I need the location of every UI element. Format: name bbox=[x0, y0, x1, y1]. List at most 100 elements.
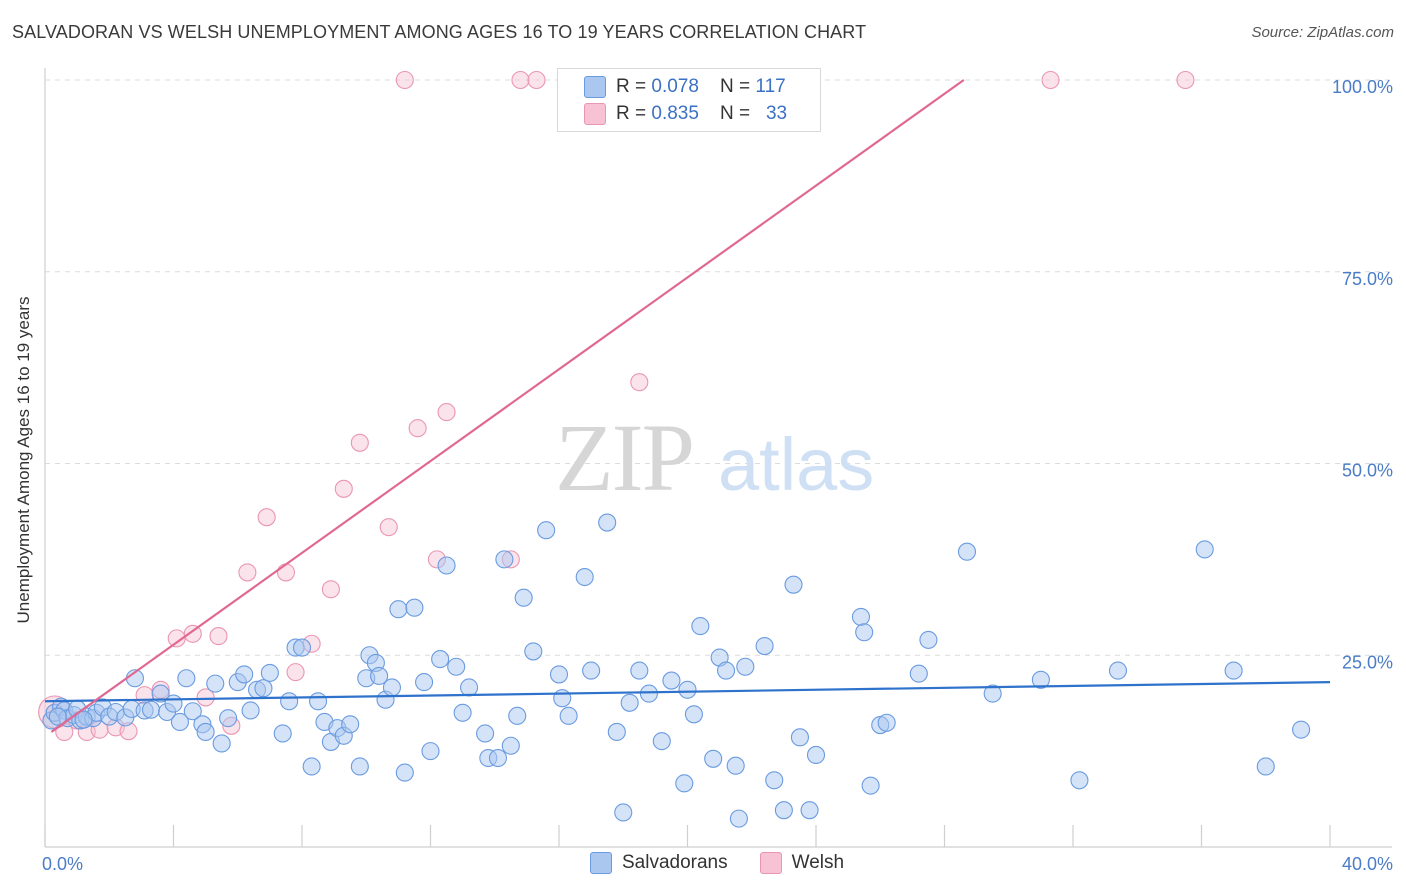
salvadoran-point bbox=[919, 630, 938, 649]
welsh-point bbox=[511, 70, 530, 90]
series-legend: Salvadorans Welsh bbox=[590, 852, 876, 874]
salvadoran-point bbox=[607, 722, 626, 742]
salvadoran-point bbox=[716, 661, 736, 680]
salvadoran-point bbox=[620, 693, 639, 712]
welsh-point bbox=[321, 580, 340, 599]
salvadoran-points bbox=[42, 513, 1311, 828]
salvadoran-point bbox=[501, 736, 520, 755]
n-value-salvadorans: 117 bbox=[755, 76, 786, 97]
n-label: N = bbox=[720, 76, 756, 97]
salvadoran-point bbox=[755, 636, 774, 656]
salvadoran-point bbox=[350, 757, 369, 776]
salvadoran-point bbox=[280, 692, 299, 711]
salvadoran-point bbox=[453, 703, 472, 722]
salvadoran-point bbox=[74, 710, 93, 729]
salvadoran-point bbox=[537, 521, 556, 540]
salvadoran-point bbox=[575, 567, 594, 587]
salvadoran-point bbox=[1292, 720, 1311, 739]
salvadoran-point bbox=[431, 650, 450, 669]
salvadoran-point bbox=[447, 657, 466, 676]
salvadoran-point bbox=[254, 679, 273, 698]
salvadoran-point bbox=[260, 663, 279, 682]
salvadoran-point bbox=[177, 669, 196, 688]
salvadoran-point bbox=[415, 673, 434, 692]
salvadoran-point bbox=[164, 694, 183, 713]
watermark: ZIP atlas bbox=[555, 404, 874, 511]
n-label: N = bbox=[720, 103, 756, 124]
welsh-point bbox=[257, 508, 276, 527]
salvadoran-point bbox=[1070, 771, 1089, 790]
salvadoran-point bbox=[1195, 540, 1214, 559]
welsh-point bbox=[437, 403, 456, 422]
salvadoran-point bbox=[170, 712, 189, 732]
salvadoran-point bbox=[382, 678, 402, 697]
welsh-point bbox=[1041, 70, 1060, 90]
welsh-point bbox=[379, 518, 398, 537]
tick-labels: 25.0% 50.0% 75.0% 100.0% 0.0% 40.0% bbox=[42, 77, 1393, 874]
welsh-swatch bbox=[759, 852, 782, 874]
welsh-point bbox=[209, 627, 228, 646]
salvadoran-point bbox=[488, 748, 508, 768]
salvadoran-point bbox=[851, 607, 871, 626]
x-tick-label: 0.0% bbox=[42, 854, 83, 874]
salvadoran-point bbox=[235, 665, 254, 684]
salvadoran-point bbox=[292, 638, 312, 657]
salvadoran-point bbox=[630, 661, 649, 680]
legend-item-welsh[interactable]: Welsh bbox=[759, 852, 845, 874]
legend-label-salvadorans: Salvadorans bbox=[622, 852, 728, 873]
salvadoran-point bbox=[806, 745, 826, 765]
salvadoran-point bbox=[302, 757, 321, 776]
salvadoran-point bbox=[675, 774, 694, 793]
welsh-point bbox=[630, 373, 649, 392]
welsh-point bbox=[276, 563, 295, 582]
salvadoran-point bbox=[183, 702, 202, 721]
salvadoran-point bbox=[370, 666, 389, 686]
legend-label-welsh: Welsh bbox=[791, 852, 845, 873]
salvadoran-point bbox=[790, 728, 809, 747]
y-tick-label: 25.0% bbox=[1342, 652, 1393, 672]
salvadoran-point bbox=[983, 684, 1002, 703]
salvadoran-point bbox=[614, 803, 633, 822]
salvadoran-point bbox=[395, 763, 414, 782]
salvadoran-point bbox=[437, 556, 456, 575]
r-label: R = bbox=[616, 103, 652, 124]
salvadoran-point bbox=[514, 588, 533, 607]
legend-item-salvadorans[interactable]: Salvadorans bbox=[590, 852, 728, 874]
salvadoran-point bbox=[1224, 661, 1243, 680]
salvadoran-point bbox=[662, 671, 681, 690]
salvadoran-point bbox=[48, 707, 67, 726]
salvadoran-point bbox=[549, 665, 569, 684]
x-tick-label: 40.0% bbox=[1342, 854, 1393, 874]
source-credit: Source: ZipAtlas.com bbox=[1251, 24, 1394, 41]
salvadoran-point bbox=[800, 801, 819, 820]
salvadoran-point bbox=[582, 661, 601, 680]
salvadoran-point bbox=[639, 684, 659, 703]
salvadoran-point bbox=[559, 706, 578, 725]
watermark-atlas: atlas bbox=[718, 423, 874, 506]
salvadoran-point bbox=[1031, 670, 1050, 689]
salvadoran-point bbox=[736, 657, 755, 676]
salvadoran-point bbox=[652, 732, 671, 751]
welsh-point bbox=[183, 624, 202, 643]
n-value-welsh: 33 bbox=[765, 103, 788, 124]
salvadoran-point bbox=[389, 600, 408, 619]
salvadoran-point bbox=[241, 701, 260, 720]
welsh-point bbox=[286, 663, 305, 682]
salvadoran-point bbox=[341, 715, 360, 734]
salvadoran-point bbox=[553, 689, 572, 708]
welsh-point bbox=[527, 70, 546, 90]
salvadoran-point bbox=[729, 809, 748, 828]
salvadoran-point bbox=[1108, 661, 1128, 680]
welsh-point bbox=[1176, 70, 1195, 90]
salvadoran-point bbox=[141, 700, 161, 719]
salvadoran-point bbox=[598, 513, 617, 532]
y-tick-label: 75.0% bbox=[1342, 269, 1393, 289]
welsh-swatch bbox=[584, 103, 606, 125]
welsh-point bbox=[196, 688, 215, 707]
welsh-point bbox=[350, 433, 369, 452]
salvadoran-point bbox=[1256, 757, 1275, 776]
salvadoran-point bbox=[765, 771, 784, 790]
trend-lines bbox=[44, 79, 1331, 733]
welsh-point bbox=[408, 419, 427, 438]
salvadorans-swatch bbox=[590, 852, 612, 874]
